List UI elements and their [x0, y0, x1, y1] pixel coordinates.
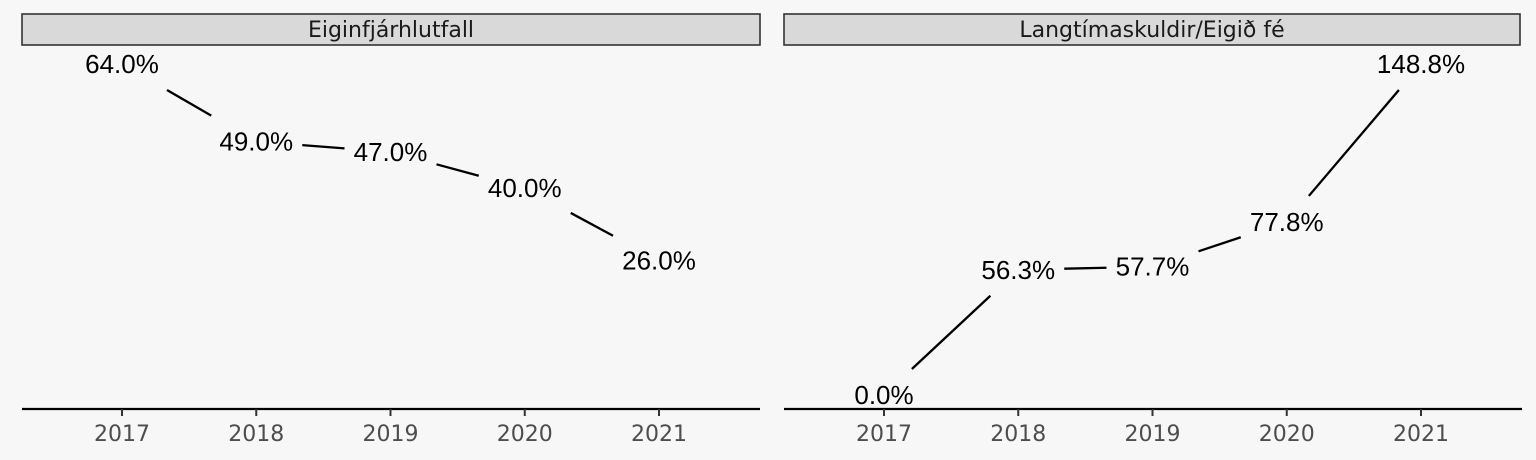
data-label-1-2020: 40.0%: [488, 173, 562, 203]
line-segment-1-2: [302, 143, 345, 150]
data-label-2-2020: 77.8%: [1250, 207, 1324, 237]
facet-title-1: Eiginfjárhlutfall: [308, 18, 474, 43]
line-segment-2-4: [1307, 89, 1400, 197]
x-tick-label-2-2021: 2021: [1393, 422, 1449, 447]
x-tick-label-1-2017: 2017: [94, 422, 150, 447]
line-segment-2-1: [911, 294, 992, 370]
line-segment-2-3: [1198, 236, 1242, 253]
line-segment-2-2: [1064, 266, 1107, 270]
data-label-2-2017: 0.0%: [854, 380, 913, 410]
data-label-1-2021: 26.0%: [622, 246, 696, 276]
x-tick-label-2-2019: 2019: [1125, 422, 1181, 447]
line-segment-1-3: [436, 163, 480, 177]
data-label-1-2017: 64.0%: [85, 49, 159, 79]
x-tick-label-2-2018: 2018: [990, 422, 1046, 447]
x-tick-label-1-2021: 2021: [631, 422, 687, 447]
facet-strip-2: [783, 13, 1521, 46]
x-tick-label-1-2020: 2020: [497, 422, 553, 447]
facet-marks-2: 2017 2018 2019 2020 2021 0.0% 56.3% 57.7% 77.8% 1…: [854, 49, 1465, 447]
facet-strip-1: [21, 13, 761, 46]
data-label-1-2019: 47.0%: [354, 137, 428, 167]
facet-marks-1: 2017 2018 2019 2020 2021 64.0% 49.0% 47.0% 40.0%…: [85, 49, 696, 447]
facet-panel-1: Eiginfjárhlutfall 2017 2018 2019 2020 2021 64…: [21, 13, 761, 447]
line-segment-1-4: [570, 211, 614, 237]
x-tick-label-2-2017: 2017: [856, 422, 912, 447]
facet-title-2: Langtímaskuldir/Eigið fé: [1019, 18, 1284, 43]
data-label-2-2021: 148.8%: [1377, 49, 1465, 79]
line-segment-1-1: [166, 89, 212, 117]
facet-panel-2: Langtímaskuldir/Eigið fé 2017 2018 2019 202…: [783, 13, 1522, 447]
x-tick-label-2-2020: 2020: [1259, 422, 1315, 447]
data-label-1-2018: 49.0%: [219, 127, 293, 157]
data-label-2-2018: 56.3%: [981, 255, 1055, 285]
x-tick-label-1-2018: 2018: [228, 422, 284, 447]
x-tick-label-1-2019: 2019: [363, 422, 419, 447]
data-label-2-2019: 57.7%: [1116, 252, 1190, 282]
